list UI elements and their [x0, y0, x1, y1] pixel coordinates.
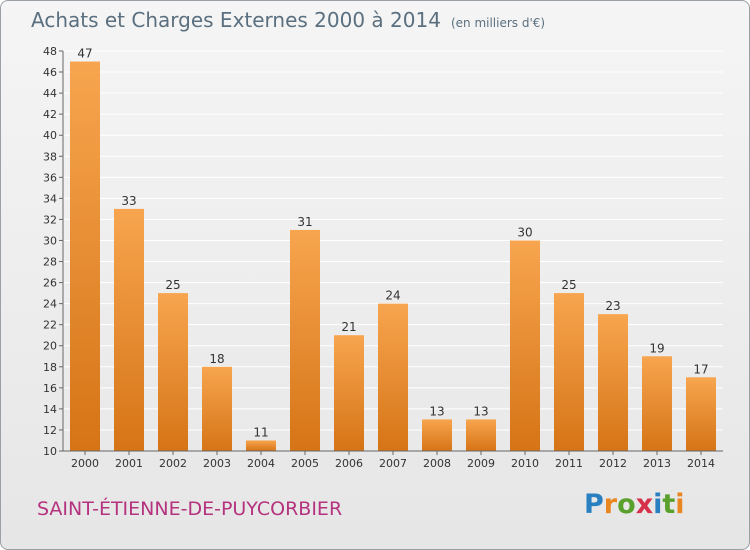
data-label-2002: 25 [165, 278, 180, 292]
chart-unit: (en milliers d'€) [450, 16, 546, 30]
logo-letter: r [603, 489, 618, 520]
chart-title-text: Achats et Charges Externes 2000 à 2014 [31, 8, 441, 32]
y-tick-label: 30 [43, 234, 57, 247]
y-tick-label: 36 [43, 171, 57, 184]
commune-name: SAINT-ÉTIENNE-DE-PUYCORBIER [37, 498, 343, 520]
data-label-2005: 31 [297, 215, 312, 229]
data-label-2014: 17 [693, 362, 708, 376]
bar-2006 [334, 335, 364, 451]
y-tick-label: 42 [43, 108, 57, 121]
y-tick-label: 22 [43, 319, 57, 332]
bar-2003 [202, 366, 232, 451]
data-label-2001: 33 [121, 194, 136, 208]
x-axis: 2000 2001 2002 2003 2004 2005 2006 2007 2008 2009… [63, 450, 723, 470]
bars [70, 61, 716, 452]
y-tick-label: 34 [43, 192, 57, 205]
bar-2013 [642, 356, 672, 451]
data-label-2009: 13 [473, 404, 488, 418]
y-tick-label: 38 [43, 150, 57, 163]
data-label-2007: 24 [385, 289, 400, 303]
y-tick-label: 26 [43, 277, 57, 290]
y-tick-label: 16 [43, 382, 57, 395]
x-tick-label: 2005 [291, 457, 319, 470]
bar-2007 [378, 303, 408, 451]
x-tick-label: 2008 [423, 457, 451, 470]
y-axis: 10 12 14 16 18 20 22 24 26 28 30 32 34 36 38 40 42 44 46 48 [43, 45, 64, 458]
data-labels: 47 33 25 18 11 31 21 24 13 13 30 25 23 19 17 [77, 47, 708, 440]
data-label-2006: 21 [341, 320, 356, 334]
data-label-2013: 19 [649, 341, 664, 355]
bar-2012 [598, 314, 628, 451]
x-tick-label: 2012 [599, 457, 627, 470]
x-tick-label: 2013 [643, 457, 671, 470]
bar-2004 [246, 440, 276, 451]
y-tick-label: 18 [43, 361, 57, 374]
logo-letter: o [617, 489, 636, 520]
x-tick-label: 2006 [335, 457, 363, 470]
y-tick-label: 32 [43, 213, 57, 226]
y-tick-label: 48 [43, 45, 57, 58]
y-tick-label: 20 [43, 340, 57, 353]
bar-2000 [70, 61, 100, 452]
bar-2001 [114, 208, 144, 451]
y-tick-label: 10 [43, 445, 57, 458]
bar-2005 [290, 229, 320, 451]
bar-2014 [686, 377, 716, 451]
logo-letter: i [653, 489, 663, 520]
bar-2009 [466, 419, 496, 451]
x-tick-label: 2001 [115, 457, 143, 470]
bar-2008 [422, 419, 452, 451]
data-label-2012: 23 [605, 299, 620, 313]
bar-2002 [158, 293, 188, 451]
x-tick-label: 2009 [467, 457, 495, 470]
y-tick-label: 40 [43, 129, 57, 142]
x-tick-label: 2000 [71, 457, 99, 470]
y-tick-label: 46 [43, 66, 57, 79]
data-label-2000: 47 [77, 47, 92, 61]
x-tick-label: 2002 [159, 457, 187, 470]
data-label-2004: 11 [253, 425, 268, 439]
x-tick-label: 2010 [511, 457, 539, 470]
x-tick-label: 2004 [247, 457, 275, 470]
bar-2010 [510, 240, 540, 451]
y-tick-label: 24 [43, 298, 57, 311]
chart-title: Achats et Charges Externes 2000 à 2014 (e… [31, 8, 545, 32]
y-tick-label: 14 [43, 403, 57, 416]
x-tick-label: 2007 [379, 457, 407, 470]
x-tick-label: 2014 [687, 457, 715, 470]
x-tick-label: 2011 [555, 457, 583, 470]
logo-letter: P [584, 489, 604, 520]
data-label-2003: 18 [209, 352, 224, 366]
logo-letter: i [675, 489, 685, 520]
y-tick-label: 44 [43, 87, 57, 100]
logo-letter: t [662, 489, 676, 520]
bar-2011 [554, 293, 584, 451]
data-label-2008: 13 [429, 404, 444, 418]
data-label-2011: 25 [561, 278, 576, 292]
proxiti-logo[interactable]: Proxiti [584, 489, 685, 520]
x-tick-label: 2003 [203, 457, 231, 470]
y-tick-label: 12 [43, 424, 57, 437]
y-tick-label: 28 [43, 256, 57, 269]
data-label-2010: 30 [517, 225, 532, 239]
logo-letter: x [635, 489, 654, 520]
